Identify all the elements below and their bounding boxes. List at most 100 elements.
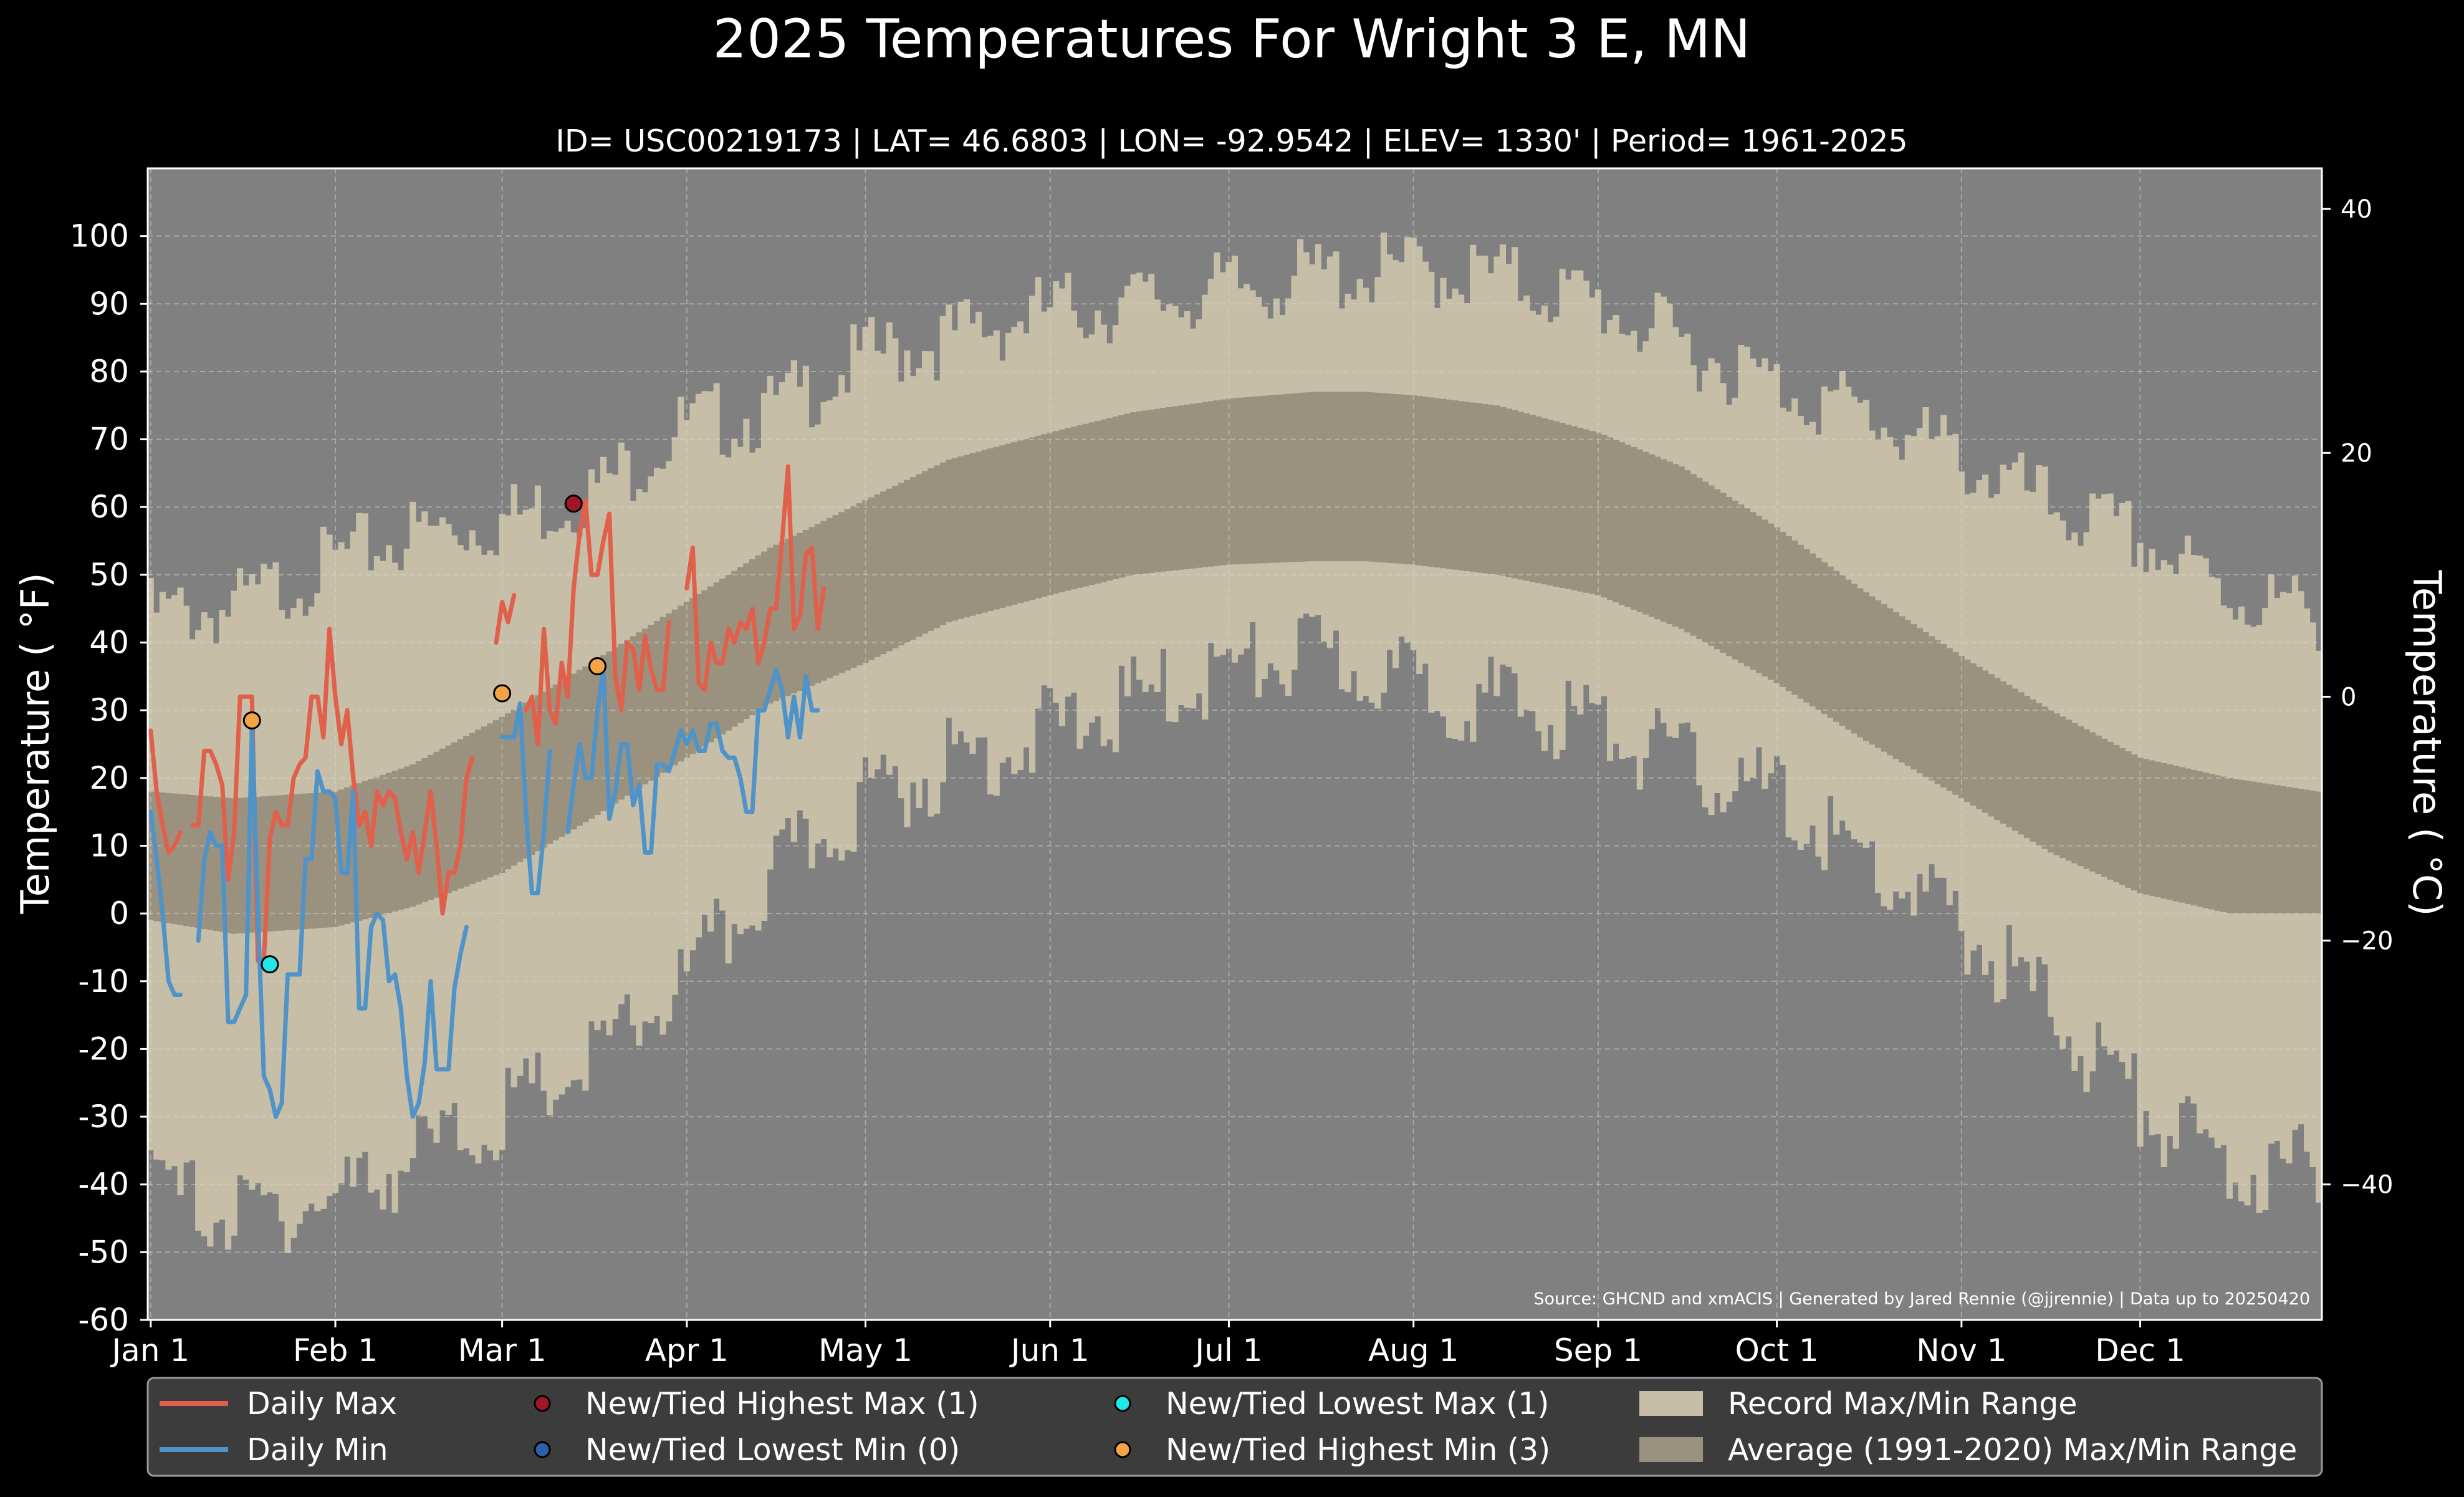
average-bar <box>564 677 571 834</box>
average-bar <box>1464 402 1470 572</box>
average-bar <box>147 791 154 920</box>
average-bar <box>737 567 744 723</box>
average-bar <box>1482 403 1488 574</box>
average-bar <box>368 779 375 918</box>
chart-title: 2025 Temperatures For Wright 3 E, MN <box>713 8 1751 70</box>
average-bar <box>1202 402 1209 567</box>
average-bar <box>2143 759 2150 895</box>
average-bar <box>2309 791 2316 914</box>
average-bar <box>2071 723 2078 864</box>
average-bar <box>1225 398 1232 565</box>
average-bar <box>1112 416 1119 579</box>
average-bar <box>1964 660 1971 802</box>
average-bar <box>2316 791 2323 914</box>
average-bar <box>1124 413 1131 577</box>
average-bar <box>1445 399 1453 569</box>
average-bar <box>1428 397 1435 567</box>
average-bar <box>511 710 517 866</box>
average-bar <box>641 628 649 785</box>
record-bar <box>207 617 214 1247</box>
average-bar <box>1541 418 1548 585</box>
average-bar <box>760 551 768 708</box>
average-bar <box>1529 415 1536 582</box>
record-bar <box>2316 650 2323 1203</box>
average-bar <box>892 486 899 648</box>
average-bar <box>1720 493 1727 653</box>
average-bar <box>1755 516 1763 673</box>
average-bar <box>1535 416 1542 584</box>
average-bar <box>1386 393 1393 563</box>
average-bar <box>1237 397 1244 564</box>
average-bar <box>1291 393 1298 562</box>
average-bar <box>588 663 595 819</box>
y-tick-label: 10 <box>89 827 129 864</box>
average-bar <box>1904 620 1911 766</box>
average-bar <box>1773 527 1780 683</box>
average-bar <box>2262 783 2269 914</box>
average-bar <box>880 491 887 655</box>
average-bar <box>648 625 654 781</box>
average-bar <box>886 488 893 652</box>
average-bar <box>439 748 446 896</box>
x-tick-label: Jun 1 <box>1009 1332 1090 1369</box>
x-tick-label: Dec 1 <box>2095 1332 2185 1369</box>
average-bar <box>659 617 666 773</box>
average-bar <box>1833 570 1840 722</box>
x-tick-label: Oct 1 <box>1735 1332 1819 1369</box>
average-bar <box>1916 628 1924 774</box>
average-bar <box>1398 394 1405 564</box>
y-tick-label: 50 <box>89 557 129 593</box>
average-bar <box>2065 720 2072 861</box>
average-bar <box>1095 421 1101 584</box>
average-bar <box>1434 398 1441 568</box>
average-bar <box>2238 779 2245 914</box>
average-bar <box>1899 616 1906 763</box>
average-bar <box>624 640 631 796</box>
record-bar <box>224 616 232 1250</box>
average-bar <box>1321 392 1328 562</box>
daily-min-line <box>196 721 469 1119</box>
average-bar <box>939 462 946 625</box>
average-bar <box>1261 395 1268 564</box>
record-bar <box>213 643 219 1223</box>
average-bar <box>1130 412 1137 575</box>
average-bar <box>1249 397 1256 564</box>
average-bar <box>1559 423 1566 588</box>
average-bar <box>1309 392 1316 562</box>
average-bar <box>2083 729 2090 869</box>
average-bar <box>1017 440 1024 604</box>
average-bar <box>922 471 929 634</box>
daily-min-series <box>148 667 820 1119</box>
average-bar <box>2131 754 2138 891</box>
average-bar <box>904 479 911 643</box>
average-bar <box>1982 670 1989 813</box>
average-bar <box>385 773 393 913</box>
average-bar <box>1172 406 1179 570</box>
average-bar <box>1184 404 1191 569</box>
legend-label: New/Tied Lowest Min (0) <box>585 1432 960 1468</box>
average-bar <box>1684 470 1691 633</box>
y2-tick-label: −40 <box>2341 1171 2393 1200</box>
average-bar <box>2256 782 2263 914</box>
average-bar <box>1851 584 1858 734</box>
average-bar <box>618 643 625 800</box>
grid <box>148 168 2322 1321</box>
average-bar <box>743 563 750 720</box>
average-bar <box>2149 760 2155 896</box>
average-bar <box>231 798 237 934</box>
average-bar <box>683 602 690 758</box>
legend-patch-swatch <box>1639 1391 1703 1416</box>
average-bar <box>2220 776 2227 912</box>
average-bar <box>630 636 636 792</box>
average-bar <box>2190 769 2197 906</box>
average-bar <box>1743 508 1750 667</box>
average-bar <box>2119 748 2126 885</box>
average-bar <box>2160 763 2167 899</box>
average-bar <box>1499 407 1507 576</box>
y2-tick-label: −20 <box>2341 927 2393 956</box>
average-bar <box>1887 608 1894 756</box>
x-tick-label: Sep 1 <box>1554 1332 1642 1369</box>
average-bar <box>1702 481 1709 643</box>
legend-label: New/Tied Lowest Max (1) <box>1166 1386 1550 1422</box>
y-tick-label: 60 <box>89 489 129 525</box>
